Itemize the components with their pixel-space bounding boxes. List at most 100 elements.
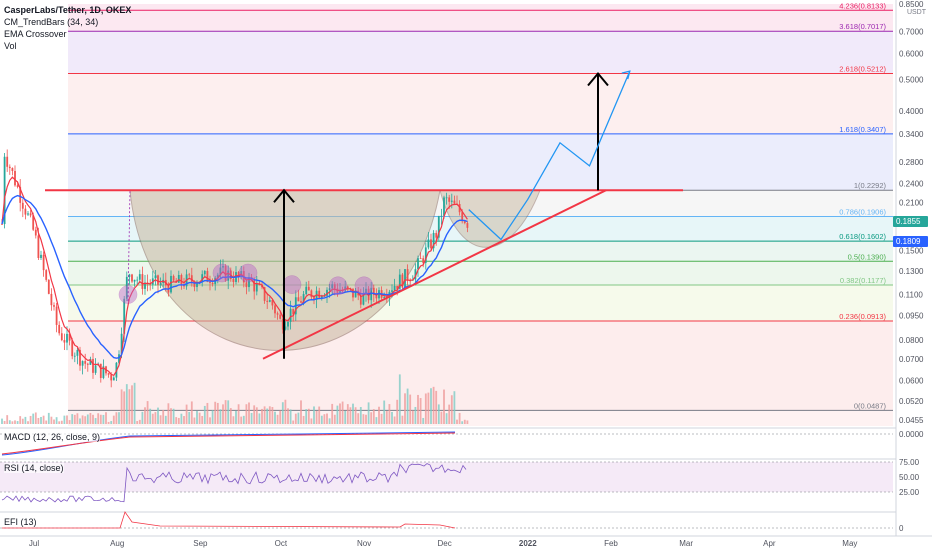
candle-body[interactable] [71,340,74,357]
candle-body[interactable] [170,275,172,293]
candle-body[interactable] [118,354,120,363]
candle-body[interactable] [206,270,209,282]
candle-body[interactable] [136,279,139,281]
candle-body[interactable] [318,290,321,298]
candle-body[interactable] [144,282,146,289]
candle-body[interactable] [466,223,469,228]
candle-body[interactable] [245,282,248,288]
candle-body[interactable] [375,295,378,299]
candle-body[interactable] [427,239,430,248]
candle-body[interactable] [125,276,128,299]
candle-body[interactable] [37,235,40,258]
candle-body[interactable] [310,290,313,298]
candle-body[interactable] [86,363,89,365]
candle-body[interactable] [193,281,196,288]
candle-body[interactable] [58,324,61,334]
candle-body[interactable] [84,361,87,364]
candle-body[interactable] [461,212,464,222]
ascending-trendline[interactable] [262,189,607,360]
marker-circle[interactable] [328,276,348,296]
candle-body[interactable] [448,197,451,202]
candle-body[interactable] [19,186,22,203]
candle-body[interactable] [354,290,357,298]
candle-body[interactable] [287,321,289,327]
candle-body[interactable] [331,284,334,289]
candle-body[interactable] [209,281,211,283]
candle-body[interactable] [66,333,68,343]
candle-body[interactable] [328,288,331,290]
candle-body[interactable] [352,288,354,298]
candle-body[interactable] [92,358,94,373]
rsi-pane-label[interactable]: RSI (14, close) [4,463,64,473]
marker-circle[interactable] [354,276,374,296]
candle-body[interactable] [94,365,97,373]
price-axis[interactable] [896,0,932,536]
candle-body[interactable] [404,269,406,288]
candle-body[interactable] [196,283,198,288]
candle-body[interactable] [141,274,144,289]
candle-body[interactable] [32,215,35,230]
candle-body[interactable] [398,274,401,289]
candle-body[interactable] [6,156,9,167]
candle-body[interactable] [110,374,113,381]
candle-body[interactable] [463,221,466,224]
macd-pane-label[interactable]: MACD (12, 26, close, 9) [4,432,101,442]
candle-body[interactable] [172,275,175,281]
candle-body[interactable] [120,333,123,355]
candle-body[interactable] [190,275,193,282]
candle-body[interactable] [396,285,399,289]
projection-path[interactable] [468,70,631,241]
candle-body[interactable] [378,290,380,299]
candle-body[interactable] [237,272,240,277]
candle-body[interactable] [227,270,230,281]
candle-body[interactable] [417,258,419,270]
candle-body[interactable] [68,333,71,341]
currency-label[interactable]: USDT [906,9,926,16]
candle-body[interactable] [89,358,92,365]
marker-circle[interactable] [282,275,302,294]
candle-body[interactable] [112,377,115,381]
candle-body[interactable] [131,274,133,282]
candle-body[interactable] [219,267,222,275]
candle-body[interactable] [16,185,19,187]
candle-body[interactable] [422,258,425,263]
candle-body[interactable] [289,308,292,322]
candle-body[interactable] [450,200,453,202]
candle-body[interactable] [99,363,102,378]
candle-body[interactable] [123,298,126,334]
candle-body[interactable] [359,295,362,305]
candle-body[interactable] [29,213,32,216]
candle-body[interactable] [344,286,347,291]
candle-body[interactable] [284,326,287,330]
indicator-trendbars[interactable]: CM_TrendBars (34, 34) [4,17,99,27]
candle-body[interactable] [73,355,76,357]
candle-body[interactable] [79,349,81,366]
candle-body[interactable] [391,290,393,292]
candle-body[interactable] [157,275,159,285]
candle-body[interactable] [14,170,16,186]
candle-body[interactable] [362,293,365,305]
candle-body[interactable] [292,308,295,315]
candle-body[interactable] [372,287,375,296]
candle-body[interactable] [406,269,409,281]
candle-body[interactable] [414,269,417,280]
candle-body[interactable] [154,275,157,279]
candle-body[interactable] [102,366,105,378]
candle-body[interactable] [297,297,300,302]
candle-body[interactable] [253,280,256,292]
candle-body[interactable] [313,297,315,300]
candle-body[interactable] [128,274,131,277]
candle-body[interactable] [320,296,323,298]
candle-body[interactable] [60,333,63,341]
candle-body[interactable] [339,290,341,293]
candle-body[interactable] [222,265,224,268]
candle-body[interactable] [248,277,250,288]
candle-body[interactable] [63,340,66,343]
candle-body[interactable] [276,313,279,315]
candle-body[interactable] [224,265,227,281]
candle-body[interactable] [305,286,308,295]
candle-body[interactable] [279,314,282,319]
marker-circle[interactable] [238,263,258,283]
marker-circle[interactable] [212,263,232,283]
candle-body[interactable] [177,275,180,283]
